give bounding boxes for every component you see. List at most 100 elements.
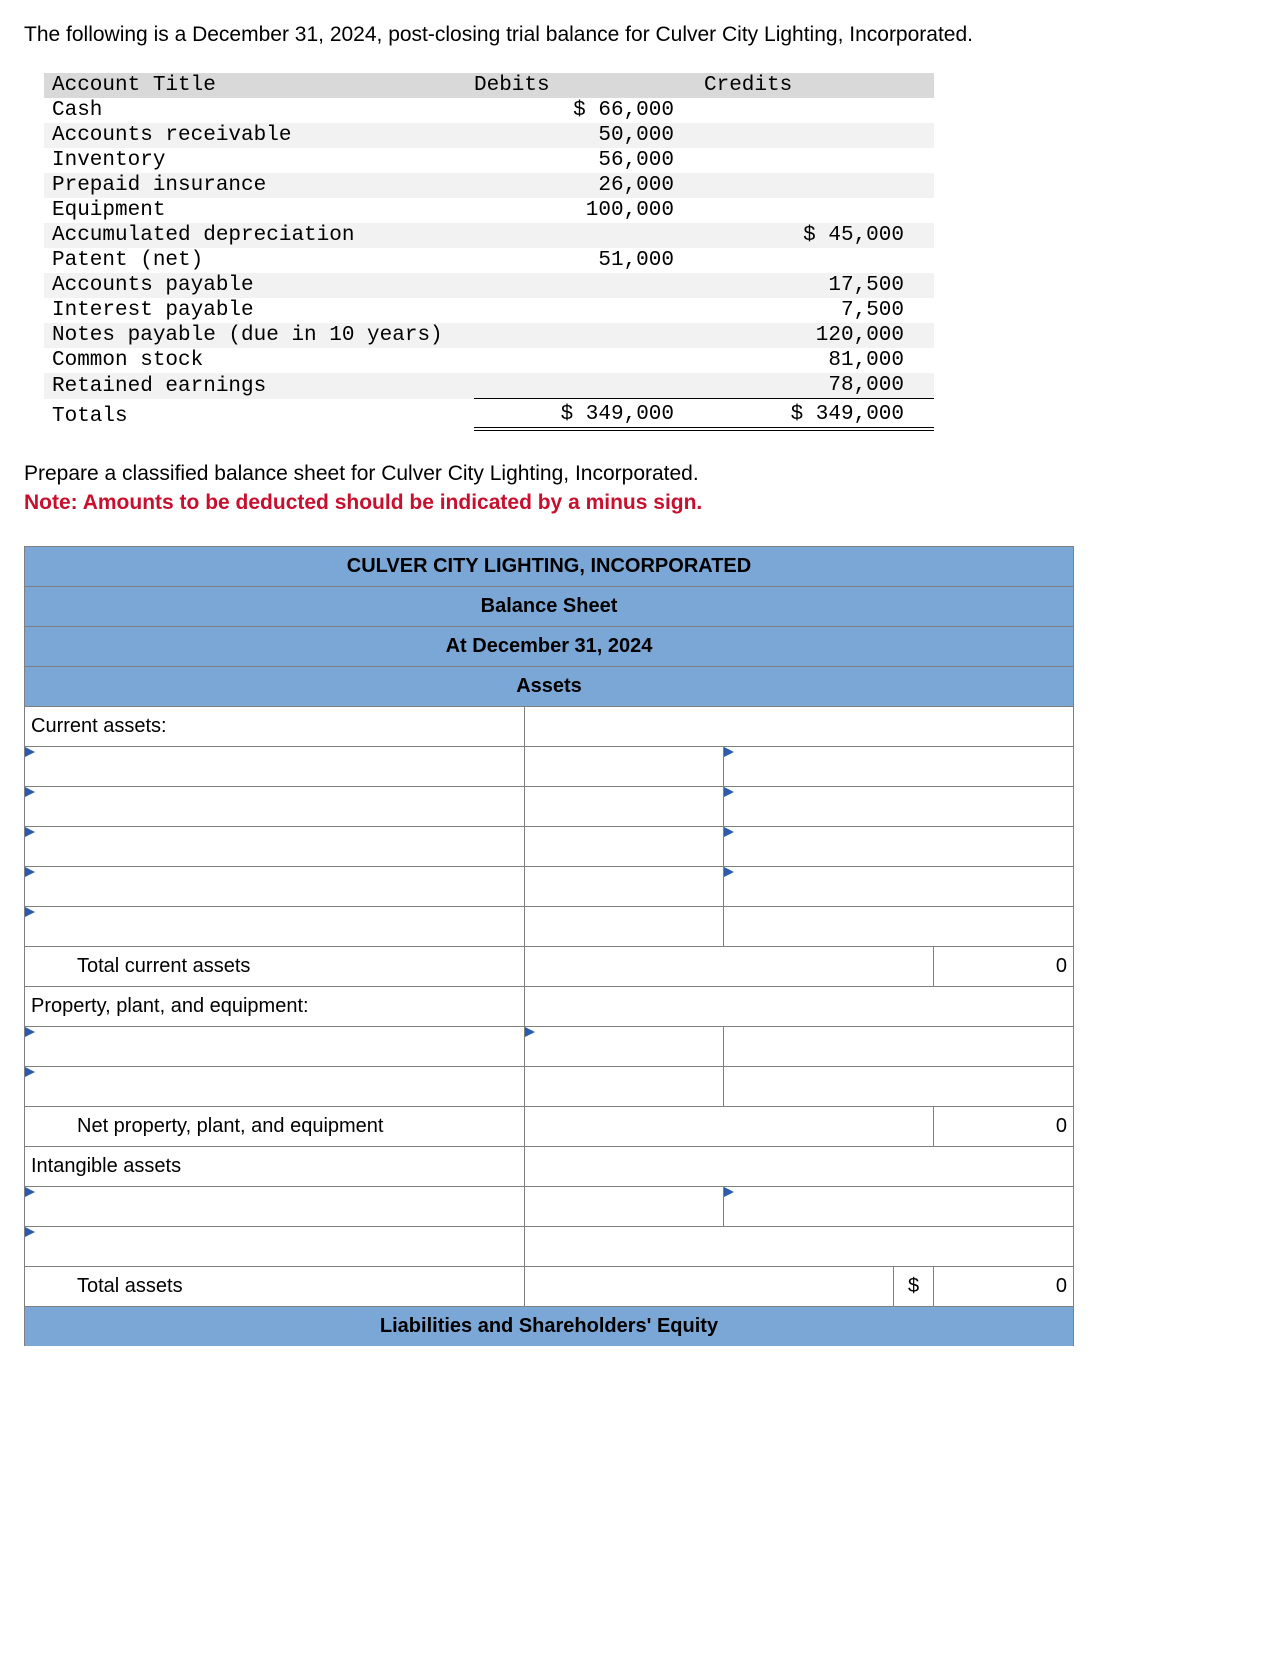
- bs-total-assets-currency: $: [894, 1266, 934, 1306]
- tb-credit: [704, 98, 934, 123]
- tb-credit: [704, 173, 934, 198]
- bs-net-ppe-value: 0: [934, 1106, 1074, 1146]
- tb-credit: 120,000: [704, 323, 934, 348]
- tb-row: Common stock 81,000: [44, 348, 934, 373]
- tb-row: Inventory56,000: [44, 148, 934, 173]
- tb-debit: 56,000: [474, 148, 704, 173]
- bs-input-row: [25, 906, 1074, 946]
- tb-credit: 78,000: [704, 373, 934, 399]
- bs-intangible-header: Intangible assets: [25, 1146, 1074, 1186]
- tb-row: Accounts payable17,500: [44, 273, 934, 298]
- tb-debit: [474, 348, 704, 373]
- bs-input-row: [25, 1026, 1074, 1066]
- bs-account-dropdown[interactable]: [25, 1186, 525, 1226]
- bs-amount-dropdown[interactable]: [724, 746, 894, 786]
- bs-amount-input[interactable]: [524, 826, 724, 866]
- tb-debit: [474, 273, 704, 298]
- tb-debit: $ 66,000: [474, 98, 704, 123]
- bs-account-dropdown[interactable]: [25, 906, 525, 946]
- bs-title: Balance Sheet: [25, 586, 1074, 626]
- bs-account-dropdown[interactable]: [25, 746, 525, 786]
- tb-header-credits: Credits: [704, 73, 934, 98]
- bs-ppe-header: Property, plant, and equipment:: [25, 986, 1074, 1026]
- tb-row: Notes payable (due in 10 years) 120,000: [44, 323, 934, 348]
- instruction-note: Note: Amounts to be deducted should be i…: [24, 491, 702, 514]
- tb-row: Cash$ 66,000: [44, 98, 934, 123]
- bs-input-row: [25, 1066, 1074, 1106]
- bs-account-dropdown[interactable]: [25, 826, 525, 866]
- bs-total-current-assets-label: Total current assets: [25, 946, 525, 986]
- tb-account: Cash: [44, 98, 474, 123]
- bs-amount-dropdown[interactable]: [724, 786, 894, 826]
- tb-totals-label: Totals: [44, 399, 474, 429]
- bs-total-current-assets-value: 0: [934, 946, 1074, 986]
- tb-debit: [474, 223, 704, 248]
- tb-credit: 81,000: [704, 348, 934, 373]
- bs-input-row: [25, 1226, 1074, 1266]
- tb-header-debits: Debits: [474, 73, 704, 98]
- tb-account: Prepaid insurance: [44, 173, 474, 198]
- tb-account: Notes payable (due in 10 years): [44, 323, 474, 348]
- tb-totals-dr: $ 349,000: [474, 399, 704, 429]
- tb-credit: $ 45,000: [704, 223, 934, 248]
- tb-row: Accumulated depreciation $ 45,000: [44, 223, 934, 248]
- bs-account-dropdown[interactable]: [25, 786, 525, 826]
- bs-current-assets-label: Current assets:: [25, 706, 525, 746]
- balance-sheet-table: CULVER CITY LIGHTING, INCORPORATED Balan…: [24, 546, 1074, 1346]
- bs-section-liabilities: Liabilities and Shareholders' Equity: [25, 1306, 1074, 1346]
- bs-date: At December 31, 2024: [25, 626, 1074, 666]
- bs-account-dropdown[interactable]: [25, 1066, 525, 1106]
- tb-credit: [704, 198, 934, 223]
- tb-account: Inventory: [44, 148, 474, 173]
- tb-account: Common stock: [44, 348, 474, 373]
- tb-totals-cr: $ 349,000: [704, 399, 934, 429]
- bs-amount-dropdown[interactable]: [724, 1186, 894, 1226]
- tb-account: Interest payable: [44, 298, 474, 323]
- bs-amount-input[interactable]: [524, 786, 724, 826]
- bs-amount-input[interactable]: [524, 1066, 724, 1106]
- bs-input-row: [25, 786, 1074, 826]
- bs-account-dropdown[interactable]: [25, 866, 525, 906]
- bs-amount-dropdown[interactable]: [524, 1026, 724, 1066]
- tb-header-account: Account Title: [44, 73, 474, 98]
- tb-row: Equipment100,000: [44, 198, 934, 223]
- intro-text: The following is a December 31, 2024, po…: [24, 20, 1252, 49]
- bs-company: CULVER CITY LIGHTING, INCORPORATED: [25, 546, 1074, 586]
- bs-amount-input[interactable]: [524, 746, 724, 786]
- tb-debit: [474, 323, 704, 348]
- bs-input-row: [25, 746, 1074, 786]
- bs-ppe-label: Property, plant, and equipment:: [25, 986, 525, 1026]
- tb-account: Equipment: [44, 198, 474, 223]
- tb-credit: [704, 248, 934, 273]
- bs-input-row: [25, 826, 1074, 866]
- bs-account-dropdown[interactable]: [25, 1026, 525, 1066]
- tb-debit: [474, 373, 704, 399]
- tb-credit: [704, 123, 934, 148]
- instruction-line1: Prepare a classified balance sheet for C…: [24, 462, 699, 485]
- tb-debit: 26,000: [474, 173, 704, 198]
- instructions: Prepare a classified balance sheet for C…: [24, 459, 1252, 518]
- bs-amount-input[interactable]: [524, 1186, 724, 1226]
- bs-amount-input[interactable]: [524, 906, 724, 946]
- tb-debit: 51,000: [474, 248, 704, 273]
- bs-total-current-assets-row: Total current assets 0: [25, 946, 1074, 986]
- bs-net-ppe-label: Net property, plant, and equipment: [25, 1106, 525, 1146]
- tb-row: Patent (net)51,000: [44, 248, 934, 273]
- bs-account-dropdown[interactable]: [25, 1226, 525, 1266]
- tb-totals-row: Totals $ 349,000 $ 349,000: [44, 399, 934, 429]
- bs-total-assets-value: 0: [934, 1266, 1074, 1306]
- bs-amount-dropdown[interactable]: [724, 826, 894, 866]
- tb-account: Retained earnings: [44, 373, 474, 399]
- tb-account: Accumulated depreciation: [44, 223, 474, 248]
- bs-current-assets-header: Current assets:: [25, 706, 1074, 746]
- tb-debit: 100,000: [474, 198, 704, 223]
- tb-account: Accounts payable: [44, 273, 474, 298]
- bs-total-assets-row: Total assets $ 0: [25, 1266, 1074, 1306]
- bs-total-assets-label: Total assets: [25, 1266, 525, 1306]
- bs-net-ppe-row: Net property, plant, and equipment 0: [25, 1106, 1074, 1146]
- bs-intangible-label: Intangible assets: [25, 1146, 525, 1186]
- bs-amount-input[interactable]: [524, 866, 724, 906]
- tb-row: Accounts receivable50,000: [44, 123, 934, 148]
- tb-credit: [704, 148, 934, 173]
- bs-amount-dropdown[interactable]: [724, 866, 894, 906]
